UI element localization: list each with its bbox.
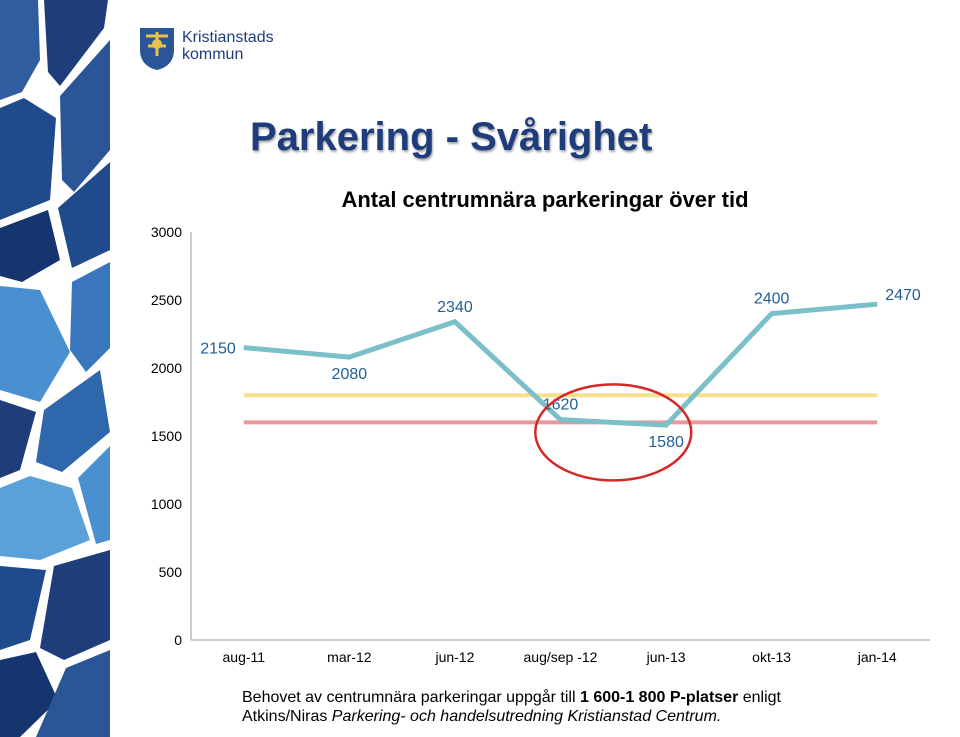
slide-title: Parkering - Svårighet bbox=[250, 115, 653, 159]
footnote: Behovet av centrumnära parkeringar uppgå… bbox=[242, 688, 942, 726]
x-tick-label: jun-13 bbox=[646, 649, 686, 665]
footnote-emphasis: 1 600-1 800 P-platser bbox=[579, 689, 739, 706]
data-label: 2080 bbox=[332, 366, 368, 383]
footnote-text: Behovet av centrumnära parkeringar uppgå… bbox=[242, 689, 580, 706]
x-tick-label: jun-12 bbox=[434, 649, 474, 665]
data-label: 1580 bbox=[648, 434, 684, 451]
y-tick-label: 500 bbox=[159, 564, 183, 580]
footnote-text-end: enligt bbox=[738, 689, 781, 706]
data-label: 2340 bbox=[437, 299, 473, 316]
logo-text-line1: Kristianstads bbox=[182, 29, 274, 46]
y-tick-labels: 0 500 1000 1500 2000 2500 3000 bbox=[151, 224, 182, 648]
data-label: 1620 bbox=[543, 397, 579, 414]
data-label: 2150 bbox=[200, 341, 236, 358]
highlight-annotation bbox=[534, 383, 693, 482]
logo-text-line2: kommun bbox=[182, 46, 244, 63]
y-tick-label: 3000 bbox=[151, 224, 182, 240]
x-tick-label: mar-12 bbox=[327, 649, 372, 665]
reference-lines bbox=[243, 393, 878, 425]
highlight-ellipse bbox=[534, 383, 693, 482]
x-tick-label: aug-11 bbox=[223, 649, 266, 665]
data-label: 2400 bbox=[754, 291, 790, 308]
data-label: 2470 bbox=[885, 287, 921, 304]
y-tick-label: 2500 bbox=[151, 292, 182, 308]
y-tick-label: 2000 bbox=[151, 360, 182, 376]
x-tick-label: aug/sep -12 bbox=[524, 649, 598, 665]
x-tick-labels: aug-11 mar-12 jun-12 aug/sep -12 jun-13 okt-1… bbox=[223, 649, 897, 665]
coat-of-arms-icon bbox=[140, 28, 174, 70]
x-tick-label: okt-13 bbox=[752, 649, 791, 665]
y-tick-label: 0 bbox=[174, 632, 182, 648]
stone-tiles bbox=[0, 0, 110, 737]
logo: Kristianstads kommun bbox=[138, 26, 288, 70]
footnote-source-title: Parkering- och handelsutredning Kristian… bbox=[331, 708, 722, 725]
chart-title: Antal centrumnära parkeringar över tid bbox=[341, 187, 748, 212]
data-labels: 2150 2080 2340 1620 1580 2400 2470 bbox=[200, 287, 921, 451]
y-tick-label: 1000 bbox=[151, 496, 182, 512]
footnote-source-prefix: Atkins/Niras bbox=[242, 708, 332, 725]
y-tick-label: 1500 bbox=[151, 428, 182, 444]
series-line bbox=[243, 301, 878, 428]
series-lines bbox=[243, 301, 878, 428]
x-tick-label: jan-14 bbox=[857, 649, 897, 665]
